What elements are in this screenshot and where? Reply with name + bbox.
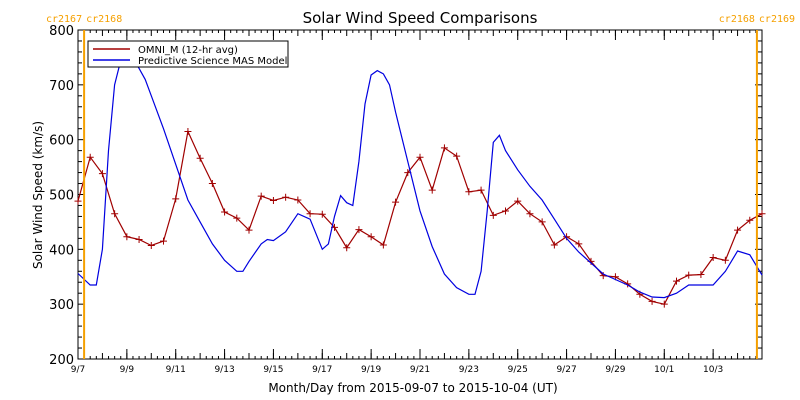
omni-data-point <box>282 193 290 201</box>
x-tick-label: 9/27 <box>556 365 576 375</box>
y-axis-label: Solar Wind Speed (km/s) <box>31 121 45 269</box>
omni-data-point <box>318 210 326 218</box>
carrington-label: cr2167 <box>46 14 82 25</box>
x-tick-label: 9/29 <box>605 365 625 375</box>
x-tick-label: 9/13 <box>214 365 234 375</box>
omni-data-point <box>660 300 668 308</box>
omni-data-point <box>575 240 583 248</box>
legend-label: Predictive Science MAS Model <box>138 56 287 67</box>
y-tick-label: 800 <box>49 24 74 39</box>
x-tick-label: 9/11 <box>166 365 186 375</box>
x-axis-label: Month/Day from 2015-09-07 to 2015-10-04 … <box>268 381 557 395</box>
x-tick-label: 9/23 <box>459 365 479 375</box>
omni-data-point <box>123 233 131 241</box>
omni-data-point <box>489 211 497 219</box>
omni-data-point <box>392 198 400 206</box>
omni-data-point <box>673 277 680 285</box>
omni-data-point <box>135 235 143 243</box>
omni-data-point <box>379 241 387 249</box>
x-tick-label: 9/9 <box>120 365 135 375</box>
carrington-label: cr2168 <box>86 14 122 25</box>
mas-model-series-line <box>77 57 763 299</box>
x-tick-label: 9/7 <box>71 365 85 375</box>
omni-data-point <box>294 196 302 204</box>
omni-data-point <box>147 241 155 249</box>
legend-box <box>87 40 289 68</box>
x-tick-label: 10/1 <box>654 365 674 375</box>
omni-data-point <box>453 152 461 160</box>
legend: OMNI_M (12-hr avg)Predictive Science MAS… <box>87 40 289 68</box>
omni-data-point <box>550 241 558 249</box>
chart-title: Solar Wind Speed Comparisons <box>303 9 538 27</box>
omni-data-point <box>172 195 180 203</box>
omni-data-point <box>86 153 94 161</box>
omni-data-point <box>746 216 754 224</box>
y-tick-label: 500 <box>49 189 74 204</box>
omni-data-point <box>721 256 729 264</box>
x-tick-label: 9/25 <box>508 365 528 375</box>
x-tick-label: 9/19 <box>361 365 381 375</box>
y-tick-label: 600 <box>49 134 74 149</box>
omni-data-point <box>502 207 509 215</box>
omni-data-point <box>355 226 363 234</box>
omni-data-point <box>221 208 229 216</box>
omni-data-point <box>440 144 448 152</box>
y-tick-label: 300 <box>49 298 74 313</box>
omni-data-point <box>428 186 436 194</box>
omni-data-point <box>734 226 742 234</box>
omni-data-point <box>245 226 253 234</box>
x-tick-label: 9/15 <box>263 365 283 375</box>
omni-data-point <box>233 214 241 222</box>
omni-data-point <box>526 210 534 218</box>
omni-data-point <box>343 244 351 252</box>
omni-data-point <box>74 197 82 205</box>
omni-data-point <box>196 154 204 162</box>
x-tick-label: 9/21 <box>410 365 430 375</box>
omni-data-point <box>306 210 314 218</box>
omni-data-point <box>758 210 766 218</box>
plot-frame <box>77 29 763 360</box>
omni-data-point <box>269 197 277 205</box>
omni-data-point <box>685 271 693 279</box>
omni-data-point <box>367 233 375 241</box>
omni-data-point <box>538 218 546 226</box>
y-tick-label: 700 <box>49 79 74 94</box>
x-tick-label: 9/17 <box>312 365 332 375</box>
omni-data-point <box>257 192 265 200</box>
omni-data-point <box>416 153 424 161</box>
omni-data-point <box>465 188 473 196</box>
y-tick-label: 200 <box>49 353 74 368</box>
omni-data-point <box>208 180 216 188</box>
legend-label: OMNI_M (12-hr avg) <box>138 45 238 56</box>
omni-data-point <box>697 271 705 279</box>
omni-data-point <box>477 186 485 194</box>
carrington-label: cr2168 <box>719 14 755 25</box>
omni-data-point <box>709 254 717 262</box>
omni-data-point <box>648 297 656 305</box>
omni-data-point <box>160 237 167 245</box>
y-tick-label: 400 <box>49 243 74 258</box>
omni-data-point <box>514 197 522 205</box>
omni-data-point <box>98 170 106 178</box>
omni-data-point <box>184 127 192 135</box>
omni-data-point <box>111 210 119 218</box>
x-tick-label: 10/3 <box>703 365 723 375</box>
carrington-label: cr2169 <box>759 14 795 25</box>
